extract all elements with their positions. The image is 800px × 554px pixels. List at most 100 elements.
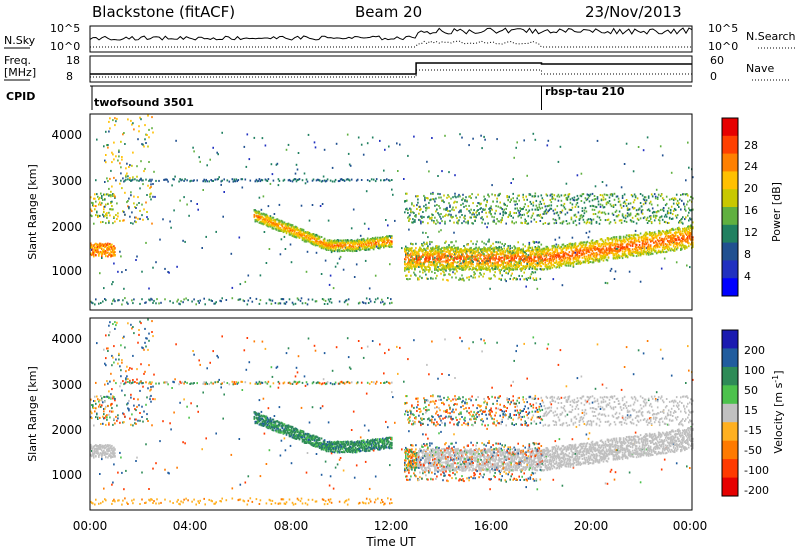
power-cell (563, 258, 566, 261)
power-cell (341, 240, 344, 243)
power-cell (499, 271, 501, 273)
power-cell (480, 250, 482, 253)
power-cell (453, 209, 455, 212)
power-cell (501, 248, 503, 251)
power-cell (448, 195, 450, 198)
power-cell (485, 203, 487, 206)
power-cell (215, 230, 217, 233)
power-cell (527, 205, 530, 208)
power-cell (369, 238, 372, 240)
power-cell (597, 211, 600, 214)
power-cell (288, 178, 291, 181)
power-cell (460, 204, 462, 206)
power-cell (340, 178, 343, 181)
power-cell (619, 235, 622, 238)
power-cell (539, 207, 542, 210)
power-cell (603, 206, 606, 209)
power-cell (500, 253, 502, 256)
power-cell (309, 235, 312, 238)
power-cell (611, 193, 614, 196)
power-cell (582, 251, 585, 254)
power-cell (311, 235, 314, 238)
power-cell (555, 243, 558, 246)
power-cell (100, 250, 102, 253)
power-cell (407, 254, 409, 257)
power-cell (287, 230, 290, 233)
power-cell (515, 261, 517, 264)
power-cell (105, 250, 107, 253)
power-cell (433, 261, 435, 263)
power-cell (537, 208, 540, 211)
power-cell (111, 161, 113, 164)
power-cell (277, 178, 280, 181)
power-cell (488, 277, 490, 280)
power-cell (435, 268, 437, 270)
power-cell (557, 245, 560, 248)
power-cell (435, 210, 437, 213)
power-cell (522, 207, 524, 210)
power-cell (257, 212, 260, 215)
power-cell (532, 204, 535, 207)
power-cell (495, 241, 497, 244)
power-cell (456, 261, 458, 264)
power-cell (452, 257, 454, 260)
power-cell (532, 250, 535, 253)
power-cell (492, 220, 494, 223)
power-cell (383, 303, 385, 306)
power-cell (597, 248, 600, 251)
power-cell (468, 248, 470, 251)
power-cell (474, 267, 476, 270)
power-cell (580, 244, 583, 247)
power-cell (334, 246, 337, 249)
power-cell (407, 248, 409, 251)
power-cell (580, 214, 583, 217)
power-cell (139, 209, 141, 212)
power-cell (465, 249, 467, 252)
power-cell (486, 257, 488, 260)
power-cell (411, 267, 413, 270)
power-cell (540, 258, 543, 261)
power-cell (601, 239, 604, 242)
power-cell (145, 201, 147, 204)
power-cell (437, 212, 439, 215)
power-cell (432, 256, 434, 259)
power-cell (291, 224, 294, 227)
power-cell (528, 267, 531, 270)
power-cell (447, 258, 449, 260)
power-cell (268, 248, 271, 250)
power-cell (525, 195, 527, 198)
power-cell (508, 195, 510, 198)
power-cell (272, 179, 275, 182)
power-cell (420, 265, 422, 268)
power-cell (141, 203, 143, 206)
power-cell (265, 216, 268, 219)
power-cell (549, 266, 552, 269)
power-cell (307, 298, 310, 301)
power-cell (133, 128, 135, 131)
power-cell (320, 236, 323, 238)
power-cell (483, 255, 485, 258)
power-cell (385, 245, 387, 247)
power-cell (613, 243, 616, 245)
power-cell (483, 199, 485, 202)
power-cell (613, 253, 616, 256)
power-cell (462, 266, 464, 269)
power-cell (459, 195, 461, 198)
power-cell (279, 227, 282, 230)
power-cell (316, 237, 319, 240)
power-cell (449, 246, 451, 249)
power-cell (521, 252, 523, 255)
power-cell (408, 219, 410, 222)
power-cell (587, 248, 590, 251)
power-cell (287, 227, 290, 230)
power-cell (122, 133, 124, 136)
power-cell (145, 133, 147, 136)
power-cell (164, 298, 166, 301)
power-cell (120, 255, 122, 258)
power-cell (422, 271, 424, 274)
power-cell (330, 249, 333, 252)
power-cell (237, 298, 240, 301)
power-cell (473, 267, 475, 270)
power-cell (509, 262, 511, 265)
power-cell (316, 240, 319, 243)
